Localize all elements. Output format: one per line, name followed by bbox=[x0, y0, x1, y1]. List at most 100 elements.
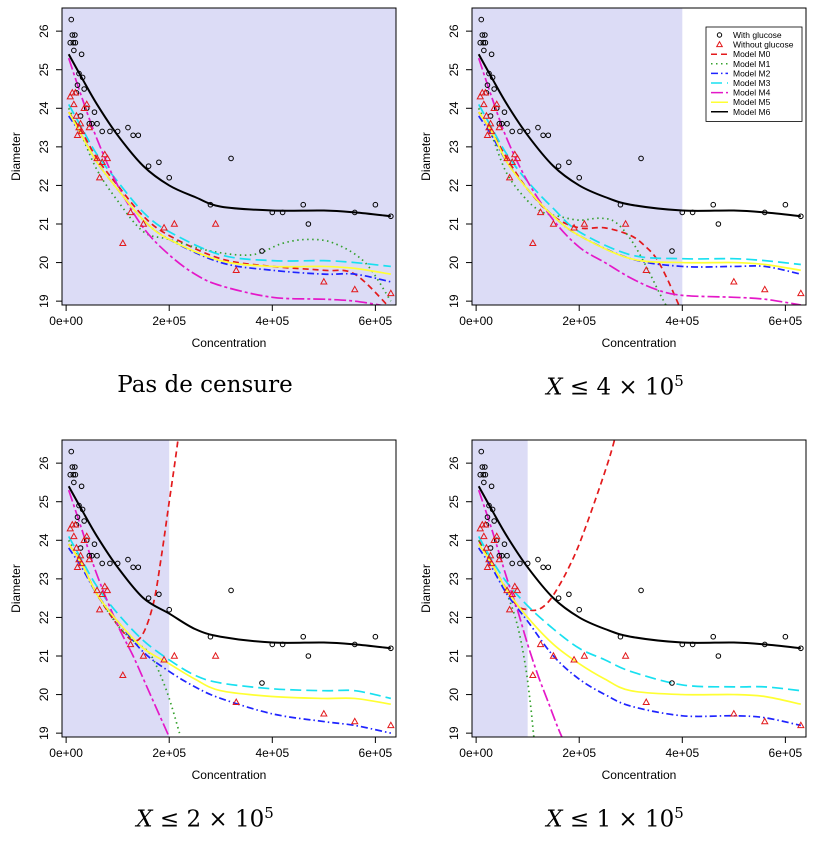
y-tick-label: 19 bbox=[447, 726, 461, 740]
series-line-model-m6 bbox=[67, 53, 391, 218]
point-without-glucose bbox=[528, 671, 537, 678]
point-with-glucose bbox=[482, 464, 488, 470]
point-without-glucose bbox=[72, 543, 81, 551]
point-with-glucose bbox=[477, 471, 484, 478]
series-line-model-m4 bbox=[67, 57, 385, 305]
point-with-glucose bbox=[269, 209, 276, 216]
point-with-glucose bbox=[72, 32, 78, 38]
point-with-glucose bbox=[484, 514, 491, 520]
point-with-glucose bbox=[638, 155, 644, 162]
uncensored-region bbox=[472, 8, 683, 305]
point-with-glucose bbox=[279, 641, 286, 648]
point-without-glucose bbox=[139, 219, 148, 227]
point-with-glucose bbox=[72, 464, 78, 470]
point-without-glucose bbox=[482, 111, 491, 119]
point-without-glucose bbox=[796, 289, 805, 297]
y-tick-label: 20 bbox=[37, 688, 51, 702]
point-with-glucose bbox=[99, 128, 106, 135]
point-with-glucose bbox=[305, 653, 312, 659]
point-with-glucose bbox=[156, 159, 162, 166]
point-with-glucose bbox=[617, 633, 624, 640]
point-with-glucose bbox=[798, 645, 804, 652]
point-with-glucose bbox=[782, 633, 789, 640]
point-with-glucose bbox=[488, 483, 495, 490]
point-with-glucose bbox=[504, 120, 510, 127]
point-without-glucose bbox=[75, 123, 83, 131]
y-tick-label: 26 bbox=[447, 24, 461, 38]
x-tick-label: 0e+00 bbox=[459, 314, 493, 328]
point-without-glucose bbox=[126, 640, 135, 648]
point-with-glucose bbox=[86, 120, 93, 127]
point-with-glucose bbox=[482, 32, 488, 38]
point-without-glucose bbox=[95, 173, 104, 181]
point-with-glucose bbox=[166, 174, 173, 181]
point-with-glucose bbox=[478, 16, 485, 23]
series-line-model-m4 bbox=[67, 489, 171, 737]
x-axis-label: Concentration bbox=[192, 336, 267, 350]
legend-label: Model M1 bbox=[733, 59, 771, 69]
caption-x-le-1e5: X ≤ 1 × 105 bbox=[410, 804, 820, 833]
point-with-glucose bbox=[545, 132, 552, 139]
point-with-glucose bbox=[489, 74, 496, 81]
point-without-glucose bbox=[487, 559, 496, 567]
point-without-glucose bbox=[70, 100, 78, 108]
point-with-glucose bbox=[491, 518, 497, 524]
point-with-glucose bbox=[145, 595, 152, 601]
point-without-glucose bbox=[77, 127, 86, 135]
point-with-glucose bbox=[269, 641, 276, 648]
point-with-glucose bbox=[68, 448, 75, 455]
point-without-glucose bbox=[760, 717, 769, 725]
point-with-glucose bbox=[715, 221, 722, 227]
caption-variable: X bbox=[546, 374, 563, 401]
point-without-glucose bbox=[77, 559, 86, 567]
point-without-glucose bbox=[580, 651, 589, 659]
y-tick-label: 23 bbox=[447, 140, 461, 154]
caption-relation: ≤ 2 × 10 bbox=[152, 806, 265, 833]
chart-svg: 0e+00 2e+05 4e+05 6e+05 Concentration 19 20 21 2… bbox=[9, 439, 397, 782]
point-with-glucose bbox=[130, 564, 136, 571]
plot-frame bbox=[61, 439, 397, 738]
y-axis-label: Diameter bbox=[419, 564, 433, 613]
y-tick-label: 19 bbox=[447, 294, 461, 308]
point-without-glucose bbox=[495, 555, 504, 563]
point-without-glucose bbox=[503, 586, 511, 594]
point-with-glucose bbox=[524, 128, 531, 135]
point-with-glucose bbox=[501, 109, 508, 115]
point-without-glucose bbox=[480, 100, 488, 108]
point-without-glucose bbox=[66, 524, 75, 532]
point-without-glucose bbox=[93, 154, 101, 162]
legend-label: Model M6 bbox=[733, 107, 771, 117]
point-without-glucose bbox=[170, 219, 179, 227]
y-tick-label: 25 bbox=[447, 495, 461, 509]
point-without-glucose bbox=[100, 582, 109, 590]
point-without-glucose bbox=[481, 88, 490, 96]
x-tick-label: 2e+05 bbox=[562, 746, 596, 760]
point-without-glucose bbox=[476, 524, 485, 532]
point-with-glucose bbox=[679, 641, 686, 648]
plot-area bbox=[476, 440, 805, 737]
legend-label: Model M5 bbox=[733, 97, 771, 107]
point-without-glucose bbox=[80, 104, 89, 111]
point-with-glucose bbox=[535, 124, 541, 131]
point-with-glucose bbox=[484, 82, 491, 88]
series-line-model-m5 bbox=[67, 111, 391, 275]
point-with-glucose bbox=[67, 471, 74, 478]
point-without-glucose bbox=[487, 127, 496, 135]
point-without-glucose bbox=[503, 154, 511, 162]
point-without-glucose bbox=[76, 119, 85, 127]
point-without-glucose bbox=[570, 655, 578, 663]
point-with-glucose bbox=[81, 86, 87, 92]
point-with-glucose bbox=[478, 448, 485, 455]
point-without-glucose bbox=[485, 123, 493, 131]
point-without-glucose bbox=[492, 532, 501, 540]
point-with-glucose bbox=[125, 124, 131, 131]
x-tick-label: 4e+05 bbox=[255, 314, 289, 328]
point-with-glucose bbox=[782, 201, 789, 208]
uncensored-region bbox=[62, 8, 396, 305]
legend-label: Model M3 bbox=[733, 78, 771, 88]
point-with-glucose bbox=[496, 552, 503, 559]
chart-panel-no-censoring: 0e+00 2e+05 4e+05 6e+05 Concentration 19 20 21 2… bbox=[0, 0, 410, 360]
x-tick-label: 4e+05 bbox=[665, 314, 699, 328]
point-without-glucose bbox=[621, 219, 630, 227]
